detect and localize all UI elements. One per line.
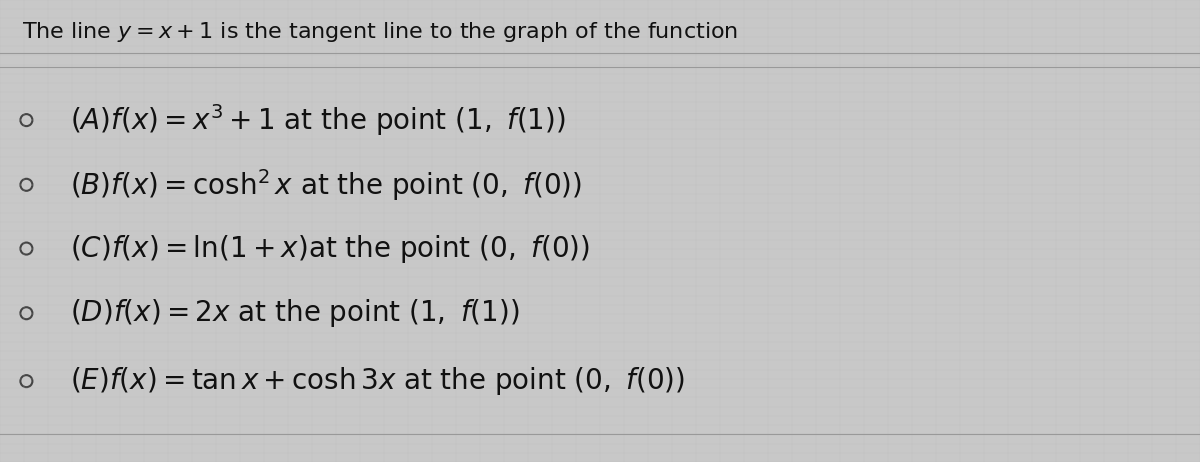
Text: $(A)$$f(x) = x^3 + 1$ at the point $(1,\ f(1))$: $(A)$$f(x) = x^3 + 1$ at the point $(1,\… <box>70 102 565 138</box>
Text: $(D)$$f(x) = 2x$ at the point $(1,\ f(1))$: $(D)$$f(x) = 2x$ at the point $(1,\ f(1)… <box>70 297 520 329</box>
Text: $(E)$$f(x) = \tan x + \cosh 3x$ at the point $(0,\ f(0))$: $(E)$$f(x) = \tan x + \cosh 3x$ at the p… <box>70 365 685 397</box>
Text: $(B)$$f(x) = \cosh^2 x$ at the point $(0,\ f(0))$: $(B)$$f(x) = \cosh^2 x$ at the point $(0… <box>70 167 582 203</box>
Text: $(C)$$f(x) = \ln(1 + x)$at the point $(0,\ f(0))$: $(C)$$f(x) = \ln(1 + x)$at the point $(0… <box>70 232 589 265</box>
Text: The line $y = x + 1$ is the tangent line to the graph of the function: The line $y = x + 1$ is the tangent line… <box>22 20 738 44</box>
